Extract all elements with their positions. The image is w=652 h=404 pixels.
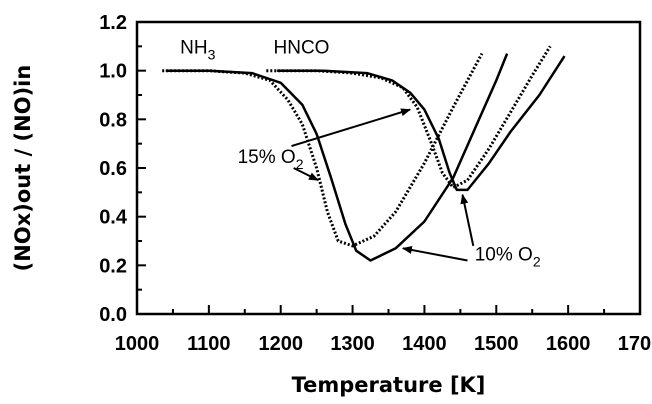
x-tick-label: 1300 (330, 333, 375, 355)
series-line-3 (266, 45, 552, 189)
y-tick-label: 0.4 (99, 207, 128, 229)
y-tick-label: 0.0 (99, 304, 127, 326)
series-layer (162, 45, 566, 262)
arrow-10-to-hnco (460, 193, 475, 247)
y-tick-label: 0.2 (99, 255, 127, 277)
y-tick-label: 1.0 (99, 61, 127, 83)
series-line-4 (277, 55, 566, 192)
plot-area (135, 20, 642, 316)
annotation-o2-15: 15% O2 (238, 147, 304, 172)
y-tick-label: 0.8 (99, 109, 127, 131)
x-axis-label: Temperature [K] (292, 373, 486, 397)
arrow-10-to-nh3 (401, 246, 468, 262)
arrow-15-to-nh3 (293, 167, 319, 182)
y-axis-label: (NOx)out / (NO)in (11, 65, 35, 272)
annotation-hnco: HNCO (274, 38, 330, 59)
plot-frame (135, 20, 642, 316)
x-tick-label: 1200 (258, 333, 303, 355)
arrow-15-to-hnco (291, 108, 412, 148)
annotation-nh3: NH3 (180, 38, 215, 63)
x-tick-label: 1100 (187, 333, 230, 355)
annotation-o2-10: 10% O2 (475, 244, 541, 269)
x-tick-label: 1500 (474, 333, 519, 355)
y-tick-label: 0.6 (99, 158, 127, 180)
x-tick-label: 1400 (402, 333, 447, 355)
y-tick-label: 1.2 (99, 12, 127, 34)
x-tick-label: 1000 (115, 333, 160, 355)
series-line-2 (165, 53, 509, 262)
annotation-layer: NH3 HNCO 15% O2 10% O2 (180, 38, 541, 270)
x-tick-label: 1600 (546, 333, 591, 355)
